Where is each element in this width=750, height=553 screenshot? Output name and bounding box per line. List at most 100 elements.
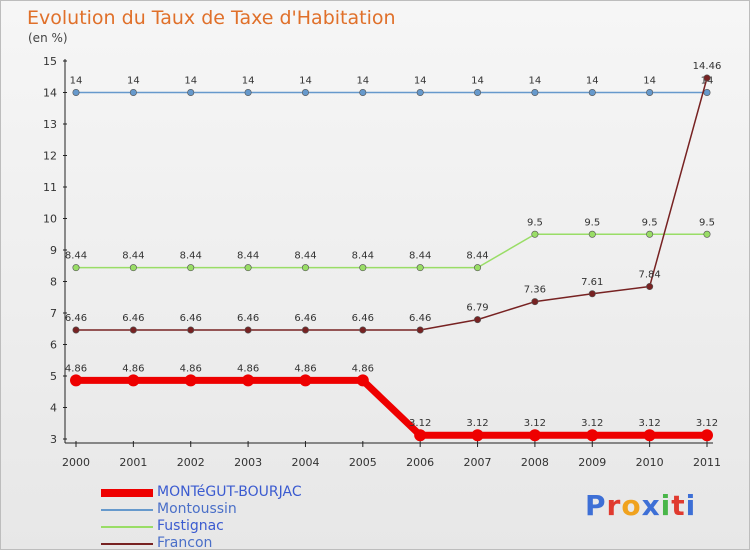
proxiti-logo: Proxiti — [585, 489, 696, 522]
x-tick-label: 2008 — [521, 456, 549, 469]
data-point — [531, 89, 539, 97]
data-label: 8.44 — [409, 251, 431, 262]
data-label: 3.12 — [639, 418, 661, 429]
x-tick-label: 2005 — [349, 456, 377, 469]
logo-letter: t — [671, 489, 686, 522]
data-point — [359, 326, 367, 334]
data-point — [299, 374, 312, 387]
y-tick-label: 9 — [50, 244, 57, 257]
data-point — [416, 264, 424, 272]
data-point — [414, 429, 427, 442]
data-point — [72, 326, 80, 334]
x-tick-label: 2001 — [119, 456, 147, 469]
data-point — [528, 429, 541, 442]
data-point — [187, 89, 195, 97]
data-point — [244, 326, 252, 334]
logo-letter: P — [585, 489, 607, 522]
data-label: 9.5 — [584, 217, 600, 228]
y-tick-label: 7 — [50, 307, 57, 320]
data-label: 8.44 — [294, 251, 316, 262]
data-point — [187, 326, 195, 334]
data-point — [474, 316, 482, 324]
data-label: 9.5 — [699, 217, 715, 228]
data-label: 4.86 — [180, 363, 202, 374]
data-label: 6.46 — [65, 313, 87, 324]
data-label: 3.12 — [696, 418, 718, 429]
data-label: 4.86 — [122, 363, 144, 374]
legend-swatch-montoussin — [101, 509, 153, 511]
data-label: 8.44 — [122, 251, 144, 262]
data-label: 9.5 — [527, 217, 543, 228]
data-label: 4.86 — [294, 363, 316, 374]
data-point — [646, 89, 654, 97]
legend-label-montoussin: Montoussin — [157, 501, 237, 517]
data-label: 6.46 — [352, 313, 374, 324]
data-point — [187, 264, 195, 272]
data-label: 6.46 — [294, 313, 316, 324]
y-tick-label: 4 — [50, 402, 57, 415]
data-label: 14 — [242, 76, 255, 87]
data-label: 7.61 — [581, 277, 603, 288]
data-label: 14 — [471, 76, 484, 87]
data-point — [586, 429, 599, 442]
y-tick-label: 3 — [50, 433, 57, 446]
chart-subtitle: (en %) — [28, 31, 68, 45]
data-label: 8.44 — [65, 251, 87, 262]
data-point — [359, 264, 367, 272]
data-point — [129, 89, 137, 97]
data-label: 3.12 — [409, 418, 431, 429]
data-label: 6.46 — [122, 313, 144, 324]
data-label: 4.86 — [237, 363, 259, 374]
legend-label-montegut: MONTéGUT-BOURJAC — [157, 484, 302, 500]
data-label: 9.5 — [642, 217, 658, 228]
data-point — [416, 326, 424, 334]
data-label: 3.12 — [466, 418, 488, 429]
data-point — [531, 298, 539, 306]
x-tick-label: 2006 — [406, 456, 434, 469]
legend-swatch-montegut — [101, 489, 153, 497]
x-tick-label: 2002 — [177, 456, 205, 469]
data-point — [416, 89, 424, 97]
data-label: 3.12 — [581, 418, 603, 429]
legend-label-francon: Francon — [157, 535, 213, 551]
data-label: 14 — [70, 76, 83, 87]
data-point — [72, 89, 80, 97]
data-label: 3.12 — [524, 418, 546, 429]
data-label: 7.36 — [524, 285, 546, 296]
data-point — [474, 264, 482, 272]
data-label: 6.46 — [409, 313, 431, 324]
data-label: 14 — [184, 76, 197, 87]
legend-swatch-fustignac — [101, 526, 153, 528]
data-point — [703, 89, 711, 97]
data-point — [359, 89, 367, 97]
logo-letter: r — [606, 489, 622, 522]
y-tick-label: 12 — [43, 150, 57, 163]
data-point — [301, 89, 309, 97]
data-point — [703, 74, 711, 82]
data-point — [184, 374, 197, 387]
data-label: 6.46 — [180, 313, 202, 324]
y-tick-label: 14 — [43, 87, 57, 100]
series-line — [76, 376, 707, 439]
data-point — [646, 230, 654, 238]
data-label: 8.44 — [352, 251, 374, 262]
y-tick-label: 11 — [43, 181, 57, 194]
x-tick-label: 2004 — [291, 456, 319, 469]
data-label: 7.84 — [639, 270, 661, 281]
data-point — [701, 429, 713, 442]
data-point — [127, 374, 140, 387]
y-tick-label: 8 — [50, 276, 57, 289]
legend-label-fustignac: Fustignac — [157, 518, 224, 534]
data-point — [242, 374, 255, 387]
data-label: 14 — [643, 76, 656, 87]
data-point — [474, 89, 482, 97]
series-line — [76, 77, 708, 331]
data-point — [301, 326, 309, 334]
x-tick-label: 2003 — [234, 456, 262, 469]
y-tick-label: 5 — [50, 370, 57, 383]
x-tick-label: 2009 — [578, 456, 606, 469]
y-tick-label: 6 — [50, 339, 57, 352]
y-tick-label: 15 — [43, 55, 57, 68]
logo-letter: o — [621, 489, 642, 522]
